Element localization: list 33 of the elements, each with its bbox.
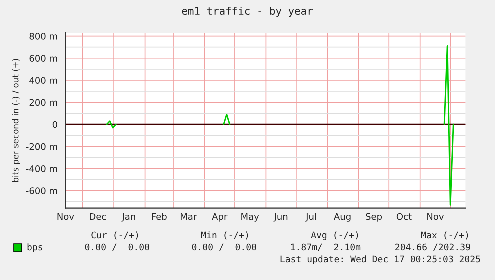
x-tick-label: Nov [428, 213, 444, 220]
y-axis-title: bits per second in (-) / out (+) [12, 59, 20, 182]
y-tick-label: 800 m [30, 33, 58, 40]
x-tick-label: Aug [334, 213, 351, 222]
text: Last update: Wed Dec 17 00:25:03 2025 [280, 256, 480, 264]
chart-title: em1 traffic - by year [182, 6, 313, 18]
y-tick-label: -400 m [26, 166, 58, 172]
x-tick-label: Nov [58, 213, 74, 220]
x-tick-label: Mar [180, 213, 198, 220]
x-tick-label: Oct [396, 213, 412, 220]
x-tick-label: Jun [274, 213, 288, 222]
text: 0.00 / 0.00 [192, 244, 256, 252]
text: Min (-/+) [201, 232, 248, 240]
y-tick-label: 400 m [30, 77, 58, 84]
x-tick-label: May [242, 213, 260, 222]
text: Avg (-/+) [311, 232, 358, 240]
text: 0.00 / 0.00 [85, 244, 150, 252]
y-tick-label: 600 m [30, 55, 58, 62]
y-tick-label: -600 m [26, 188, 58, 194]
text: Max (-/+) [421, 232, 468, 240]
x-tick-label: Feb [152, 213, 167, 220]
y-tick-label: 0 [52, 121, 58, 128]
legend-label: bps [28, 244, 42, 252]
x-tick-label: Dec [90, 213, 106, 220]
x-tick-label: Apr [212, 213, 228, 222]
x-tick-label: Jul [306, 213, 316, 222]
text: Cur (-/+) [92, 232, 138, 240]
text: 1.87m/ 2.10m [291, 244, 361, 252]
y-tick-label: 200 m [30, 99, 58, 106]
x-tick-label: Jan [122, 213, 136, 222]
x-tick-label: Sep [366, 213, 382, 222]
text: 204.66 /202.39 [396, 244, 470, 252]
y-tick-label: -200 m [26, 143, 58, 150]
